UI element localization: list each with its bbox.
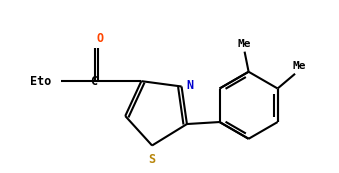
- Text: Eto: Eto: [30, 75, 52, 88]
- Text: Me: Me: [238, 39, 251, 49]
- Text: C: C: [90, 75, 97, 88]
- Text: O: O: [96, 32, 103, 45]
- Text: N: N: [186, 79, 194, 92]
- Text: Me: Me: [292, 61, 306, 71]
- Text: S: S: [148, 153, 156, 166]
